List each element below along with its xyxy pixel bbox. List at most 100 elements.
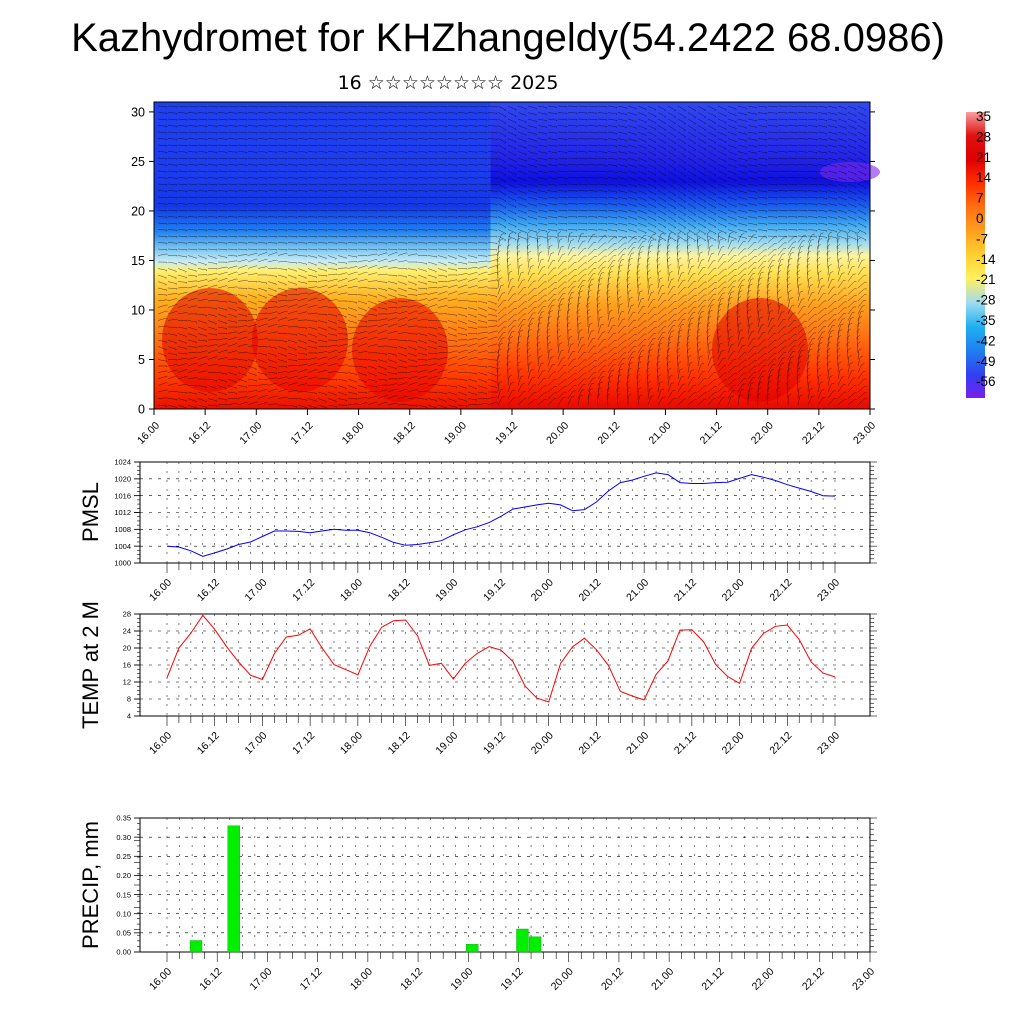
xsec-xtick-label: 19.12 (493, 420, 520, 447)
precip-ylabel: PRECIP, mm (78, 821, 103, 949)
temp-ylabel: TEMP at 2 M (78, 601, 103, 729)
precip-xtick-label: 16.00 (147, 966, 174, 993)
colorbar-label: -28 (976, 293, 996, 308)
temp-ytick-label: 12 (123, 678, 131, 687)
wind-barbs (157, 105, 867, 410)
cross-section-panel: 0 5 10 15 20 25 30 16.00 16.12 17.00 17.12 18.00 18.… (131, 101, 880, 447)
colorbar: 35 28 21 14 7 0 -7 -14 -21 -28 -35 -42 -49 -56 (966, 109, 996, 398)
colorbar-label: 7 (976, 191, 984, 206)
colorbar-label: 0 (976, 211, 984, 226)
chart-title: Kazhydromet for KHZhangeldy(54.2422 68.0… (71, 16, 945, 60)
xsec-xtick-label: 18.00 (340, 420, 367, 447)
temp-ytick-label: 4 (127, 712, 131, 721)
pmsl-xtick-label: 16.00 (147, 577, 174, 604)
colorbar-label: -7 (976, 231, 988, 246)
precip-bar (189, 940, 203, 953)
pmsl-xtick-label: 16.12 (195, 577, 222, 604)
temp-xtick-label: 22.12 (767, 730, 794, 757)
pmsl-xtick-label: 23.00 (815, 577, 842, 604)
temp-ytick-label: 28 (123, 610, 131, 619)
colorbar-label: 35 (976, 109, 991, 124)
precip-frame (139, 817, 871, 953)
pmsl-xtick-label: 22.12 (767, 577, 794, 604)
pmsl-xtick-label: 18.12 (386, 577, 413, 604)
temp-xtick-label: 17.00 (242, 730, 269, 757)
pmsl-ytick-label: 1000 (114, 559, 131, 568)
pmsl-xtick-label: 21.12 (672, 577, 699, 604)
precip-ytick-label: 0.10 (116, 909, 131, 918)
pmsl-xtick-label: 19.00 (433, 577, 460, 604)
colorbar-label: -49 (976, 354, 996, 369)
precip-ytick-label: 0.35 (116, 814, 131, 823)
xsec-field-right (490, 102, 870, 409)
xsec-xtick-label: 16.00 (135, 420, 162, 447)
xsec-xtick-label: 19.00 (442, 420, 469, 447)
pmsl-ytick-label: 1012 (114, 508, 131, 517)
pmsl-ytick-label: 1004 (114, 542, 131, 551)
pmsl-panel: 1000 1004 1008 1012 1016 1020 1024 16.00 16.12 17… (78, 458, 877, 604)
temp-ytick-label: 16 (123, 661, 131, 670)
pmsl-xtick-label: 19.12 (481, 577, 508, 604)
xsec-ytick-label: 15 (131, 254, 145, 268)
temp-xtick-label: 16.00 (147, 730, 174, 757)
xsec-ytick-label: 0 (138, 403, 145, 417)
colorbar-label: -21 (976, 272, 996, 287)
temp-xtick-label: 21.00 (624, 730, 651, 757)
precip-xtick-label: 19.00 (448, 966, 475, 993)
xsec-xtick-label: 22.00 (749, 420, 776, 447)
pmsl-xtick-label: 20.00 (529, 577, 556, 604)
pmsl-ytick-label: 1020 (114, 475, 131, 484)
xsec-ytick-label: 25 (131, 155, 145, 169)
precip-xtick-label: 21.12 (699, 966, 726, 993)
colorbar-gradient (966, 112, 985, 398)
precip-bar (227, 825, 240, 953)
xsec-xtick-label: 20.12 (595, 420, 622, 447)
precip-xtick-label: 23.00 (850, 966, 877, 993)
precip-bar (466, 944, 479, 953)
pmsl-xtick-label: 22.00 (720, 577, 747, 604)
pmsl-xtick-label: 21.00 (624, 577, 651, 604)
temp-xtick-label: 23.00 (815, 730, 842, 757)
pmsl-xtick-label: 20.12 (576, 577, 603, 604)
warm-blob (712, 298, 808, 402)
precip-xtick-label: 17.00 (247, 966, 274, 993)
precip-xtick-label: 22.12 (800, 966, 827, 993)
xsec-ytick-label: 30 (131, 105, 145, 119)
temp-panel: 4 8 12 16 20 24 28 16.00 16.12 17.00 17.12 18.00 18.… (78, 601, 877, 757)
xsec-ytick-label: 10 (131, 303, 145, 317)
precip-xtick-label: 18.00 (348, 966, 375, 993)
temp-xtick-label: 18.00 (338, 730, 365, 757)
wind-barb-paths (157, 105, 867, 410)
temp-xtick-label: 18.12 (386, 730, 413, 757)
temp-xtick-label: 16.12 (195, 730, 222, 757)
xsec-ytick-label: 5 (138, 353, 145, 367)
precip-ytick-label: 0.25 (116, 852, 131, 861)
precip-ytick-label: 0.05 (116, 929, 131, 938)
colorbar-label: -14 (976, 252, 996, 267)
xsec-ytick-label: 20 (131, 204, 145, 218)
pmsl-ytick-label: 1024 (114, 458, 131, 467)
xsec-xtick-label: 18.12 (391, 420, 418, 447)
precip-xtick-label: 20.00 (549, 966, 576, 993)
temp-xtick-label: 19.12 (481, 730, 508, 757)
pmsl-xtick-label: 18.00 (338, 577, 365, 604)
temp-ytick-label: 20 (123, 644, 131, 653)
precip-ytick-label: 0.20 (116, 871, 131, 880)
temp-xtick-label: 19.00 (433, 730, 460, 757)
precip-xtick-label: 19.12 (499, 966, 526, 993)
temp-xtick-label: 20.00 (529, 730, 556, 757)
xsec-xtick-label: 20.00 (544, 420, 571, 447)
precip-ytick-label: 0.30 (116, 833, 131, 842)
pmsl-ytick-label: 1008 (114, 525, 131, 534)
temp-ytick-label: 24 (123, 627, 131, 636)
pmsl-series-line (166, 472, 836, 557)
xsec-xtick-label: 22.12 (800, 420, 827, 447)
precip-xtick-label: 20.12 (599, 966, 626, 993)
precip-xtick-label: 22.00 (750, 966, 777, 993)
xsec-xtick-label: 17.00 (237, 420, 264, 447)
precip-bar (528, 936, 542, 953)
colorbar-label: 21 (976, 150, 991, 165)
precip-panel: 0.00 0.05 0.10 0.15 0.20 0.25 0.30 0.35 16.00 16.… (78, 814, 877, 993)
precip-bar (516, 928, 529, 953)
